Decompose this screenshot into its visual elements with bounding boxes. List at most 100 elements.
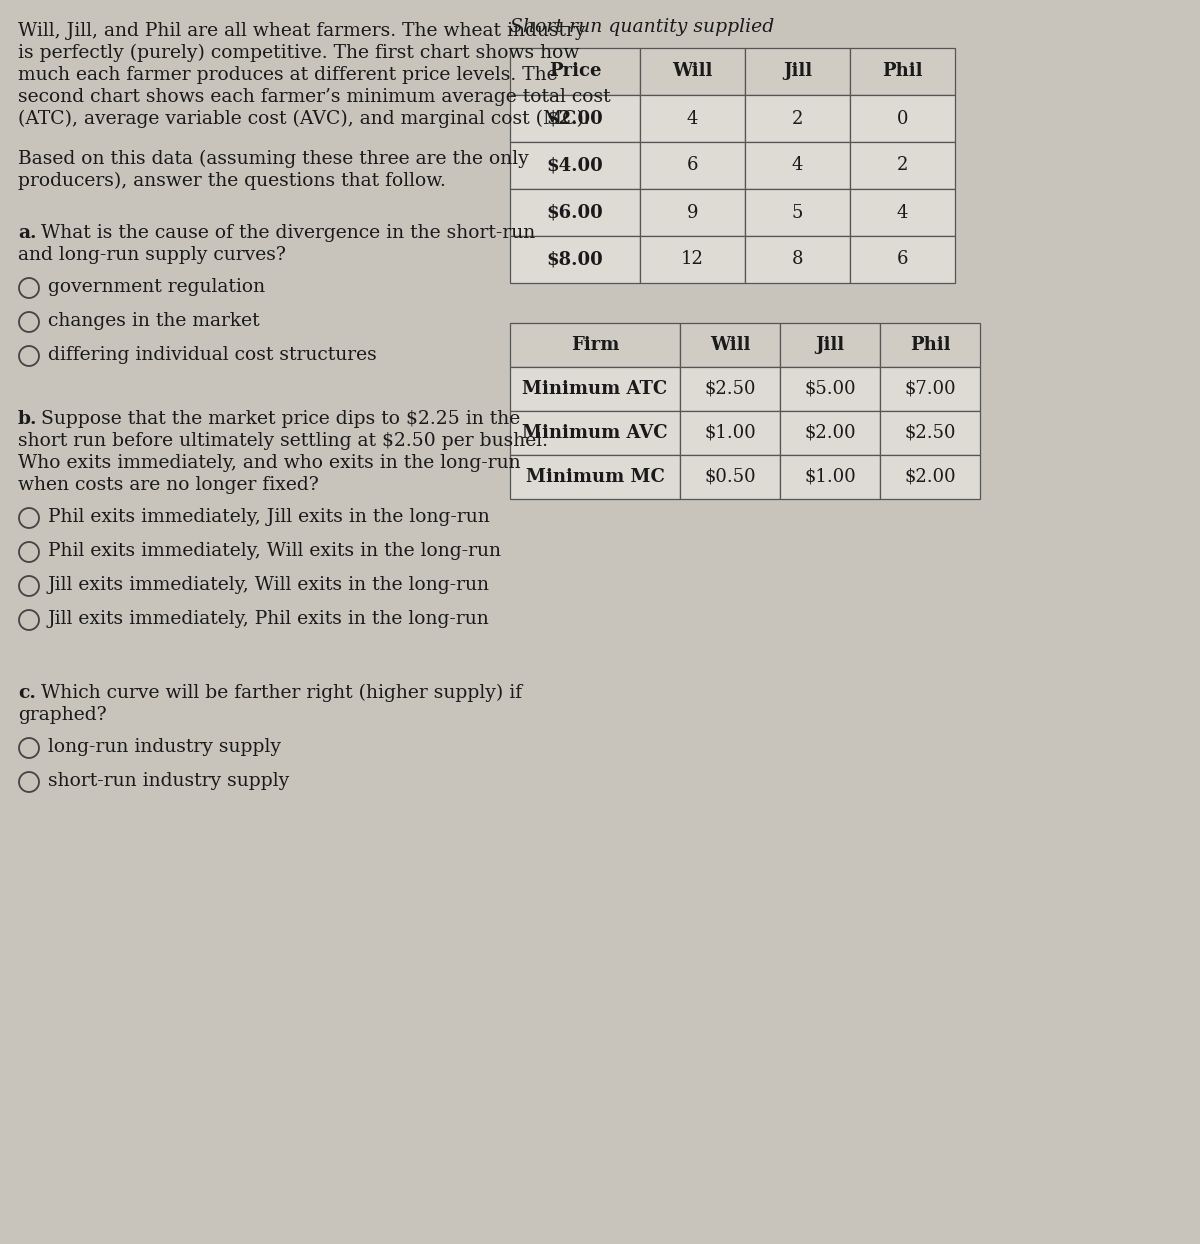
Text: second chart shows each farmer’s minimum average total cost: second chart shows each farmer’s minimum…: [18, 88, 611, 106]
Text: when costs are no longer fixed?: when costs are no longer fixed?: [18, 476, 319, 494]
Text: 4: 4: [896, 204, 908, 221]
Text: Minimum ATC: Minimum ATC: [522, 379, 667, 398]
Text: much each farmer produces at different price levels. The: much each farmer produces at different p…: [18, 66, 558, 85]
Text: Price: Price: [548, 62, 601, 81]
Bar: [745, 49, 850, 95]
Bar: [745, 95, 850, 142]
Bar: [880, 455, 980, 499]
Text: Jill: Jill: [816, 336, 845, 355]
Bar: [680, 455, 780, 499]
Bar: [640, 49, 745, 95]
Text: 12: 12: [682, 250, 704, 269]
Text: Phil: Phil: [882, 62, 923, 81]
Bar: [880, 411, 980, 455]
Text: government regulation: government regulation: [48, 277, 265, 296]
Bar: [880, 367, 980, 411]
Text: Phil exits immediately, Will exits in the long-run: Phil exits immediately, Will exits in th…: [48, 542, 502, 560]
Bar: [780, 455, 880, 499]
Text: 5: 5: [792, 204, 803, 221]
Text: Minimum AVC: Minimum AVC: [522, 424, 668, 442]
Bar: [510, 455, 680, 499]
Text: Jill exits immediately, Will exits in the long-run: Jill exits immediately, Will exits in th…: [48, 576, 490, 593]
Text: Short-run quantity supplied: Short-run quantity supplied: [510, 17, 774, 36]
Text: (ATC), average variable cost (AVC), and marginal cost (MC).: (ATC), average variable cost (AVC), and …: [18, 109, 589, 128]
Text: 4: 4: [686, 109, 698, 127]
Text: $1.00: $1.00: [704, 424, 756, 442]
Bar: [640, 95, 745, 142]
Bar: [780, 411, 880, 455]
Text: 9: 9: [686, 204, 698, 221]
Bar: [850, 49, 955, 95]
Text: Firm: Firm: [571, 336, 619, 355]
Text: graphed?: graphed?: [18, 707, 107, 724]
Text: a.: a.: [18, 224, 36, 243]
Text: $7.00: $7.00: [904, 379, 956, 398]
Text: short-run industry supply: short-run industry supply: [48, 773, 289, 790]
Text: $2.00: $2.00: [904, 468, 956, 486]
Bar: [850, 95, 955, 142]
Bar: [680, 411, 780, 455]
Bar: [640, 236, 745, 282]
Text: differing individual cost structures: differing individual cost structures: [48, 346, 377, 364]
Bar: [780, 367, 880, 411]
Text: $0.50: $0.50: [704, 468, 756, 486]
Text: $2.50: $2.50: [905, 424, 955, 442]
Text: is perfectly (purely) competitive. The first chart shows how: is perfectly (purely) competitive. The f…: [18, 44, 580, 62]
Bar: [745, 142, 850, 189]
Text: Which curve will be farther right (higher supply) if: Which curve will be farther right (highe…: [41, 684, 522, 703]
Text: 2: 2: [896, 157, 908, 174]
Text: $8.00: $8.00: [547, 250, 604, 269]
Bar: [640, 142, 745, 189]
Text: 6: 6: [896, 250, 908, 269]
Text: c.: c.: [18, 684, 36, 702]
Bar: [680, 323, 780, 367]
Bar: [745, 189, 850, 236]
Bar: [510, 411, 680, 455]
Text: Jill: Jill: [782, 62, 812, 81]
Bar: [510, 367, 680, 411]
Text: long-run industry supply: long-run industry supply: [48, 738, 281, 756]
Text: 0: 0: [896, 109, 908, 127]
Text: $2.50: $2.50: [704, 379, 756, 398]
Text: changes in the market: changes in the market: [48, 312, 259, 330]
Text: $5.00: $5.00: [804, 379, 856, 398]
Text: 8: 8: [792, 250, 803, 269]
Text: Based on this data (assuming these three are the only: Based on this data (assuming these three…: [18, 151, 529, 168]
Text: Will: Will: [672, 62, 713, 81]
Text: Will, Jill, and Phil are all wheat farmers. The wheat industry: Will, Jill, and Phil are all wheat farme…: [18, 22, 586, 40]
Bar: [850, 236, 955, 282]
Text: Will: Will: [710, 336, 750, 355]
Text: Jill exits immediately, Phil exits in the long-run: Jill exits immediately, Phil exits in th…: [48, 610, 490, 628]
Text: producers), answer the questions that follow.: producers), answer the questions that fo…: [18, 172, 446, 190]
Text: 2: 2: [792, 109, 803, 127]
Text: $4.00: $4.00: [547, 157, 604, 174]
Bar: [680, 367, 780, 411]
Bar: [640, 189, 745, 236]
Bar: [880, 323, 980, 367]
Bar: [510, 142, 640, 189]
Text: Who exits immediately, and who exits in the long-run: Who exits immediately, and who exits in …: [18, 454, 521, 471]
Text: short run before ultimately settling at $2.50 per bushel.: short run before ultimately settling at …: [18, 432, 548, 450]
Text: 4: 4: [792, 157, 803, 174]
Bar: [510, 189, 640, 236]
Text: Suppose that the market price dips to $2.25 in the: Suppose that the market price dips to $2…: [41, 411, 521, 428]
Bar: [850, 142, 955, 189]
Text: $2.00: $2.00: [547, 109, 604, 127]
Bar: [745, 236, 850, 282]
Text: and long-run supply curves?: and long-run supply curves?: [18, 246, 286, 264]
Text: $2.00: $2.00: [804, 424, 856, 442]
Text: b.: b.: [18, 411, 37, 428]
Text: 6: 6: [686, 157, 698, 174]
Bar: [510, 95, 640, 142]
Text: Minimum MC: Minimum MC: [526, 468, 665, 486]
Bar: [510, 236, 640, 282]
Bar: [850, 189, 955, 236]
Text: Phil: Phil: [910, 336, 950, 355]
Text: What is the cause of the divergence in the short-run: What is the cause of the divergence in t…: [41, 224, 535, 243]
Bar: [780, 323, 880, 367]
Bar: [510, 323, 680, 367]
Bar: [510, 49, 640, 95]
Text: Phil exits immediately, Jill exits in the long-run: Phil exits immediately, Jill exits in th…: [48, 508, 490, 526]
Text: $6.00: $6.00: [547, 204, 604, 221]
Text: $1.00: $1.00: [804, 468, 856, 486]
